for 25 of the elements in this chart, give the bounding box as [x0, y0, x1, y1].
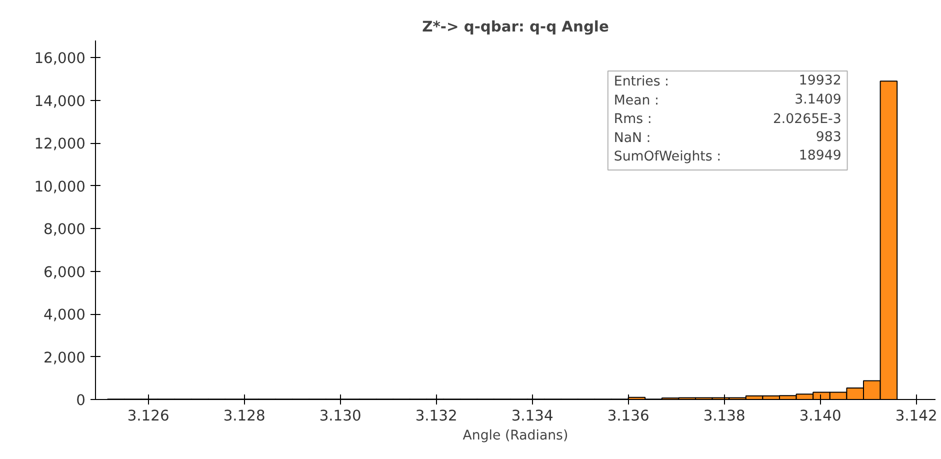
y-tick-label: 8,000	[44, 221, 86, 238]
y-tick-label: 14,000	[34, 92, 86, 110]
x-tick-label: 3.134	[511, 408, 554, 424]
x-tick-label: 3.140	[799, 408, 842, 424]
text: Mean : 3.1409	[614, 92, 842, 108]
text: Rms : 2.0265E-3	[614, 112, 842, 128]
y-tick-label: 2,000	[44, 349, 86, 366]
x-tick-label: 3.142	[895, 408, 938, 424]
x-tick-label: 3.126	[127, 408, 170, 424]
text: Entries : 19932	[614, 74, 842, 90]
y-tick-label: 0	[76, 392, 86, 409]
x-tick-label: 3.136	[607, 408, 650, 424]
y-tick-label: 16,000	[34, 50, 86, 68]
y-tick-label: 10,000	[34, 178, 86, 196]
x-tick-label: 3.132	[415, 408, 458, 424]
x-tick-label: 3.128	[223, 408, 266, 424]
x-tick-label: 3.138	[703, 408, 746, 424]
y-tick-label: 12,000	[34, 136, 86, 153]
x-axis-title: Angle (Radians)	[462, 428, 568, 444]
text: SumOfWeights : 18949	[614, 148, 842, 164]
chart-title: Z*-> q-qbar: q-q Angle	[422, 18, 609, 36]
text: NaN : 983	[614, 130, 842, 146]
x-tick-label: 3.130	[319, 408, 362, 424]
y-tick-label: 4,000	[44, 306, 86, 324]
y-tick-label: 6,000	[44, 264, 86, 281]
